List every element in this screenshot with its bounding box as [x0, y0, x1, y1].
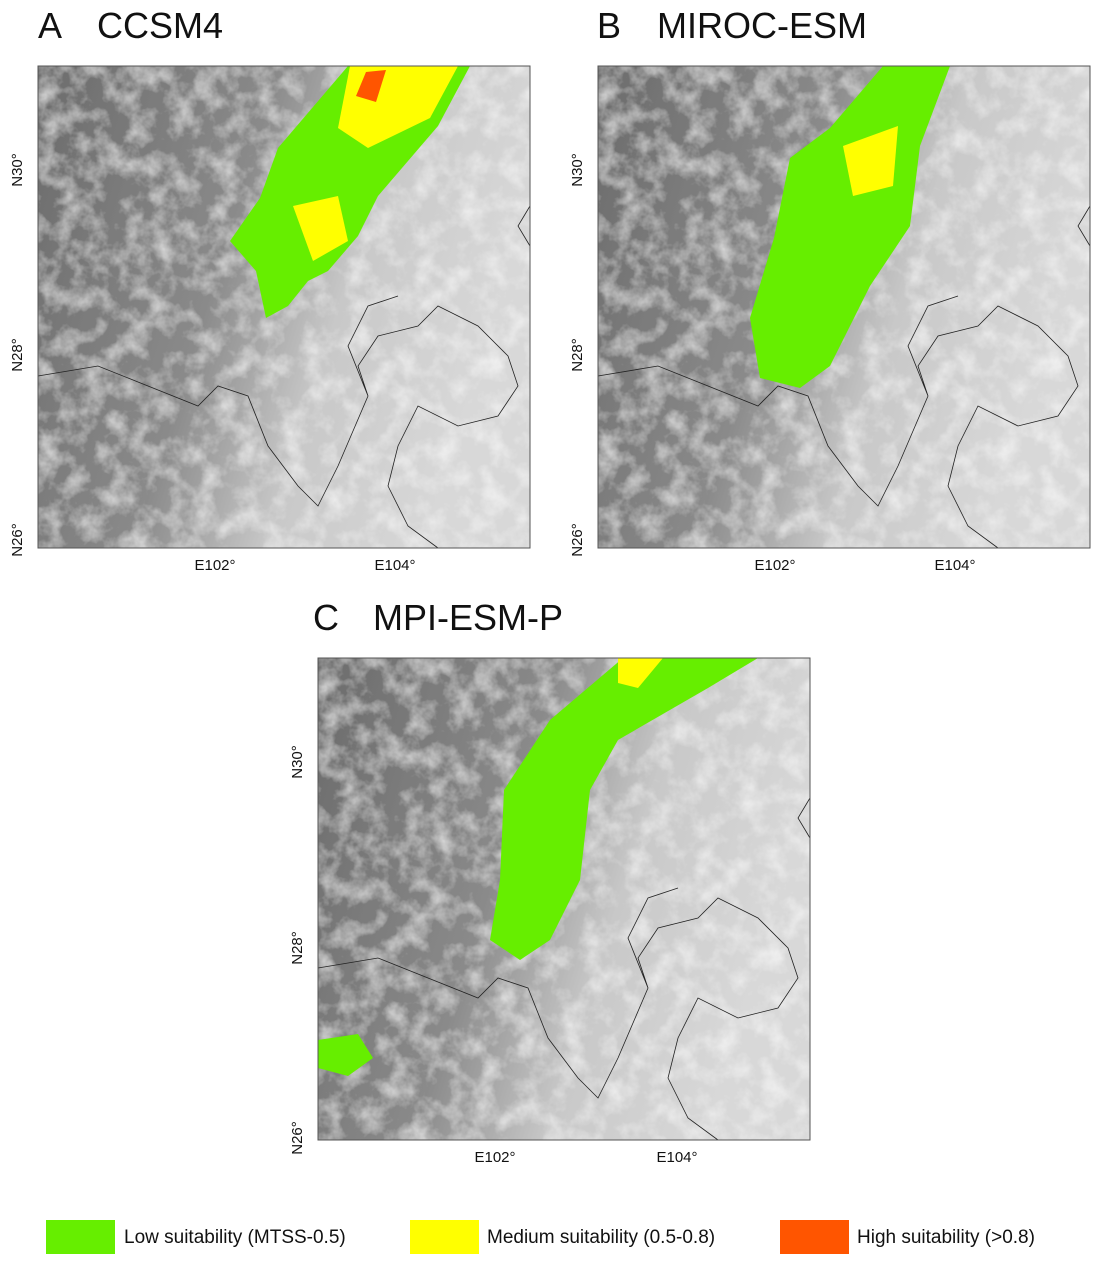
y-label: N28°	[9, 338, 26, 372]
panel-letter: C	[313, 597, 339, 638]
y-label: N28°	[569, 338, 586, 372]
x-label: E102°	[474, 1149, 515, 1166]
y-label: N26°	[9, 523, 26, 557]
map	[317, 657, 811, 1141]
boundary	[597, 205, 1091, 549]
x-label: E102°	[194, 557, 235, 574]
map-frame	[597, 65, 1091, 549]
legend-label: Medium suitability (0.5-0.8)	[487, 1227, 715, 1248]
map-frame	[317, 657, 811, 1141]
legend-swatch	[410, 1220, 479, 1254]
suitability-area	[843, 126, 898, 196]
y-label: N26°	[569, 523, 586, 557]
y-label: N30°	[9, 153, 26, 187]
panel-title: MPI-ESM-P	[373, 597, 563, 638]
y-label: N30°	[569, 153, 586, 187]
suitability-area	[618, 658, 663, 688]
map	[37, 65, 531, 549]
panel-letter: B	[597, 5, 621, 46]
suitability-area	[230, 66, 470, 318]
x-label: E104°	[374, 557, 415, 574]
suitability-area	[490, 658, 758, 960]
legend-label: Low suitability (MTSS-0.5)	[124, 1227, 346, 1248]
boundary	[37, 205, 531, 549]
legend-swatch	[780, 1220, 849, 1254]
y-label: N30°	[289, 745, 306, 779]
boundary	[317, 797, 811, 1141]
legend-label: High suitability (>0.8)	[857, 1227, 1035, 1248]
x-label: E104°	[656, 1149, 697, 1166]
panel-title: CCSM4	[97, 5, 223, 46]
x-label: E102°	[754, 557, 795, 574]
suitability-area	[750, 66, 950, 388]
panel-letter: A	[38, 5, 62, 46]
suitability-area	[356, 70, 386, 102]
suitability-area	[318, 1034, 373, 1076]
panel-title: MIROC-ESM	[657, 5, 867, 46]
suitability-area	[293, 196, 348, 261]
x-label: E104°	[934, 557, 975, 574]
map	[597, 65, 1091, 549]
legend-swatch	[46, 1220, 115, 1254]
y-label: N26°	[289, 1121, 306, 1155]
y-label: N28°	[289, 931, 306, 965]
map-frame	[37, 65, 531, 549]
